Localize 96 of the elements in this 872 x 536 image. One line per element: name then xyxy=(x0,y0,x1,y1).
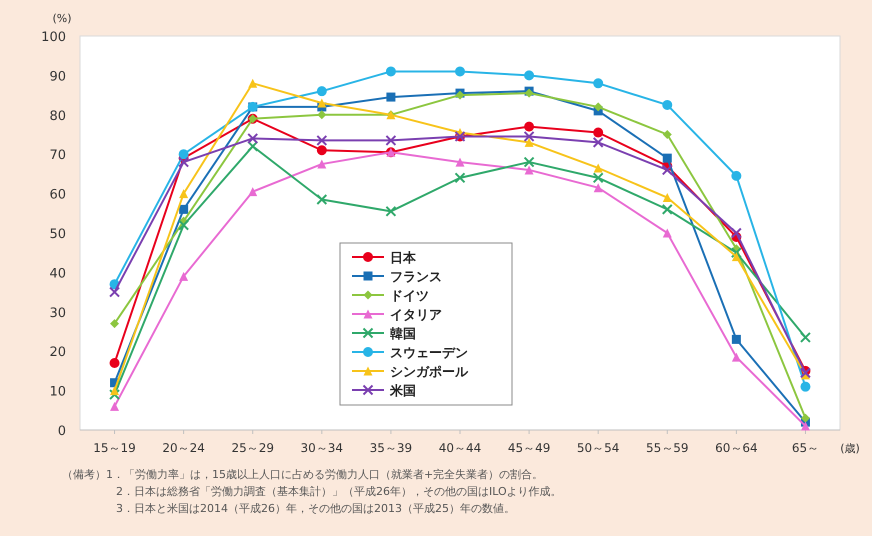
x-tick-label: 55～59 xyxy=(646,441,689,455)
point xyxy=(593,128,604,138)
point xyxy=(593,78,604,88)
text: （備考）1．「労働力率」は，15歳以上人口に占める労働力人口（就業者+完全失業者）の割合。 xyxy=(62,468,544,481)
point xyxy=(524,122,534,132)
legend-label: 日本 xyxy=(390,251,417,266)
point xyxy=(110,319,120,328)
point xyxy=(456,158,464,167)
point xyxy=(730,228,742,238)
point xyxy=(109,389,120,400)
y-tick-label: 30 xyxy=(49,306,66,321)
y-tick-label: 0 xyxy=(58,424,66,439)
point xyxy=(110,402,120,411)
point xyxy=(248,187,258,196)
point xyxy=(385,134,396,146)
point xyxy=(524,70,534,80)
point xyxy=(524,130,535,142)
point xyxy=(179,189,188,198)
legend-label: スウェーデン xyxy=(390,346,468,361)
point xyxy=(248,78,258,88)
point xyxy=(178,149,189,160)
point xyxy=(662,228,672,238)
point xyxy=(662,164,673,176)
y-tick-label: 100 xyxy=(41,30,66,45)
point xyxy=(247,140,258,152)
y-tick-label: 60 xyxy=(49,188,66,203)
point xyxy=(594,163,603,172)
point xyxy=(800,332,811,343)
legend-label: シンガポール xyxy=(390,365,469,380)
point xyxy=(662,204,673,215)
point xyxy=(178,220,190,231)
x-axis-title: (歳) xyxy=(840,442,860,455)
point xyxy=(730,247,742,258)
y-axis-title: (%) xyxy=(52,12,72,25)
x-tick-label: 25～29 xyxy=(231,441,274,455)
legend-label: イタリア xyxy=(390,308,442,323)
legend-label: 韓国 xyxy=(390,327,416,342)
point xyxy=(386,92,396,102)
point xyxy=(455,66,465,76)
x-tick-label: 40～44 xyxy=(438,441,482,455)
x-tick-label: 30～34 xyxy=(300,441,344,455)
point xyxy=(800,367,811,378)
x-tick-label: 15～19 xyxy=(93,441,136,455)
y-tick-label: 50 xyxy=(49,227,66,242)
x-tick-label: 20～24 xyxy=(162,441,205,455)
point xyxy=(385,206,396,217)
point xyxy=(800,422,810,431)
legend-label: フランス xyxy=(390,270,442,285)
point xyxy=(109,286,120,298)
y-tick-label: 40 xyxy=(49,266,66,282)
x-tick-label: 60～64 xyxy=(715,441,758,455)
x-tick-label: 45～49 xyxy=(508,441,550,455)
point xyxy=(800,414,810,423)
y-tick-label: 20 xyxy=(49,345,66,360)
point xyxy=(662,130,672,139)
point xyxy=(732,252,741,262)
point xyxy=(524,156,535,168)
point xyxy=(316,86,327,96)
point xyxy=(454,172,466,184)
point xyxy=(592,172,604,184)
point xyxy=(316,194,328,206)
point xyxy=(316,134,328,146)
y-tick-label: 10 xyxy=(49,384,66,400)
point xyxy=(178,156,190,168)
legend-label: 米国 xyxy=(389,384,416,399)
y-tick-label: 80 xyxy=(49,108,66,124)
point xyxy=(594,102,603,112)
x-tick-label: 65～ xyxy=(792,441,820,455)
point xyxy=(110,358,120,368)
point xyxy=(592,136,604,148)
point xyxy=(316,145,327,156)
point xyxy=(317,98,326,108)
point xyxy=(732,334,741,344)
text: 3．日本と米国は2014（平成26）年，その他の国は2013（平成25）年の数値。 xyxy=(116,502,515,515)
y-tick-label: 90 xyxy=(49,69,66,84)
point xyxy=(317,110,326,120)
point xyxy=(800,382,810,392)
text: 2．日本は総務省「労働力調査（基本集計）」（平成26年），その他の国はILOより作成。 xyxy=(116,485,562,498)
x-tick-label: 35～39 xyxy=(370,441,412,455)
point xyxy=(524,138,534,147)
point xyxy=(732,352,741,362)
y-tick-label: 70 xyxy=(49,148,66,164)
point xyxy=(110,386,120,396)
point xyxy=(524,165,534,174)
point xyxy=(594,183,603,192)
point xyxy=(179,204,188,214)
legend-label: ドイツ xyxy=(390,289,429,304)
point xyxy=(386,66,396,76)
point xyxy=(662,154,672,163)
point xyxy=(662,100,672,110)
x-tick-label: 50～54 xyxy=(576,441,620,455)
point xyxy=(317,160,326,169)
point xyxy=(662,193,672,202)
point xyxy=(247,132,258,144)
point xyxy=(179,272,188,281)
point xyxy=(731,170,742,181)
